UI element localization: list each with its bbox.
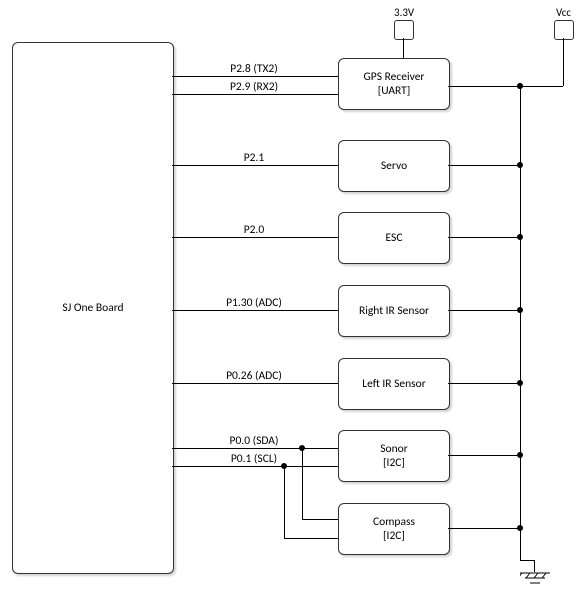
bus-sda-v bbox=[302, 448, 303, 519]
wire-vcc-stub-h bbox=[520, 86, 563, 87]
module-lir-line1: Left IR Sensor bbox=[339, 377, 449, 391]
module-compass: Compass[I2C] bbox=[338, 503, 450, 555]
pin-label-rx2: P2.9 (RX2) bbox=[219, 80, 289, 94]
dot-vcc-compass bbox=[517, 525, 523, 531]
rail-vcc bbox=[520, 86, 521, 560]
power-vcc-box bbox=[554, 20, 574, 40]
wire-3v3-gps bbox=[403, 38, 404, 58]
wire-vcc-lir bbox=[448, 383, 520, 384]
module-sonor-line2: [I2C] bbox=[339, 456, 449, 470]
module-esc-line1: ESC bbox=[339, 231, 449, 245]
wire-tx2 bbox=[172, 76, 338, 77]
pin-label-adc0: P0.26 (ADC) bbox=[219, 369, 289, 383]
power-3v3-label: 3.3V bbox=[394, 6, 414, 19]
module-compass-line2: [I2C] bbox=[339, 529, 449, 543]
bus-scl-v bbox=[284, 466, 285, 538]
bus-sda-h bbox=[302, 519, 338, 520]
power-3v3-box bbox=[394, 20, 414, 40]
wire-vcc-gps bbox=[448, 86, 520, 87]
pin-label-p21: P2.1 bbox=[219, 151, 289, 165]
pin-label-p20: P2.0 bbox=[219, 223, 289, 237]
dot-vcc-gps bbox=[517, 83, 523, 89]
dot-vcc-sonor bbox=[517, 452, 523, 458]
wire-scl bbox=[172, 466, 338, 467]
module-servo-line1: Servo bbox=[339, 159, 449, 173]
wire-gnd-v bbox=[534, 560, 535, 572]
wire-adc1 bbox=[172, 310, 338, 311]
wire-vcc-rir bbox=[448, 310, 520, 311]
wire-vcc-sonor bbox=[448, 455, 520, 456]
module-gps: GPS Receiver[UART] bbox=[338, 58, 450, 110]
dot-vcc-esc bbox=[517, 234, 523, 240]
wire-gnd-h bbox=[520, 560, 534, 561]
dot-vcc-lir bbox=[517, 380, 523, 386]
module-rir: Right IR Sensor bbox=[338, 285, 450, 337]
ground-icon bbox=[520, 572, 550, 590]
module-compass-line1: Compass bbox=[339, 515, 449, 529]
wire-vcc-servo bbox=[448, 165, 520, 166]
module-sonor: Sonor[I2C] bbox=[338, 430, 450, 482]
power-vcc-label: Vcc bbox=[556, 6, 571, 19]
module-servo: Servo bbox=[338, 140, 450, 192]
pin-label-scl: P0.1 (SCL) bbox=[219, 452, 289, 466]
wire-p21 bbox=[172, 165, 338, 166]
board-sj-one: SJ One Board bbox=[12, 42, 174, 574]
board-label: SJ One Board bbox=[13, 301, 173, 315]
pin-label-tx2: P2.8 (TX2) bbox=[219, 62, 289, 76]
module-gps-line2: [UART] bbox=[339, 84, 449, 98]
pin-label-adc1: P1.30 (ADC) bbox=[219, 296, 289, 310]
dot-vcc-rir bbox=[517, 307, 523, 313]
wire-rx2 bbox=[172, 94, 338, 95]
module-lir: Left IR Sensor bbox=[338, 358, 450, 410]
dot-vcc-servo bbox=[517, 162, 523, 168]
wire-vcc-stub-v bbox=[563, 38, 564, 86]
wire-adc0 bbox=[172, 383, 338, 384]
module-gps-line1: GPS Receiver bbox=[339, 70, 449, 84]
bus-scl-h bbox=[284, 538, 338, 539]
wire-p20 bbox=[172, 237, 338, 238]
module-rir-line1: Right IR Sensor bbox=[339, 304, 449, 318]
wire-sda bbox=[172, 448, 338, 449]
module-esc: ESC bbox=[338, 212, 450, 264]
wire-vcc-compass bbox=[448, 528, 520, 529]
wire-vcc-esc bbox=[448, 237, 520, 238]
pin-label-sda: P0.0 (SDA) bbox=[219, 434, 289, 448]
module-sonor-line1: Sonor bbox=[339, 442, 449, 456]
